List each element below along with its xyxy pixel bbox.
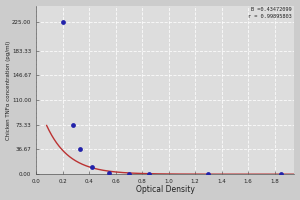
Point <box>77 148 82 151</box>
Point <box>89 165 94 168</box>
Point <box>206 173 211 176</box>
Point <box>146 173 151 176</box>
Y-axis label: Chicken TNFα concentration (pg/ml): Chicken TNFα concentration (pg/ml) <box>6 40 10 140</box>
X-axis label: Optical Density: Optical Density <box>136 185 195 194</box>
Point <box>71 123 76 126</box>
Point <box>106 171 111 175</box>
Point <box>279 173 283 176</box>
Text: B =0.43472099
r = 0.99895803: B =0.43472099 r = 0.99895803 <box>248 7 292 19</box>
Point <box>60 21 65 24</box>
Point <box>126 172 131 176</box>
